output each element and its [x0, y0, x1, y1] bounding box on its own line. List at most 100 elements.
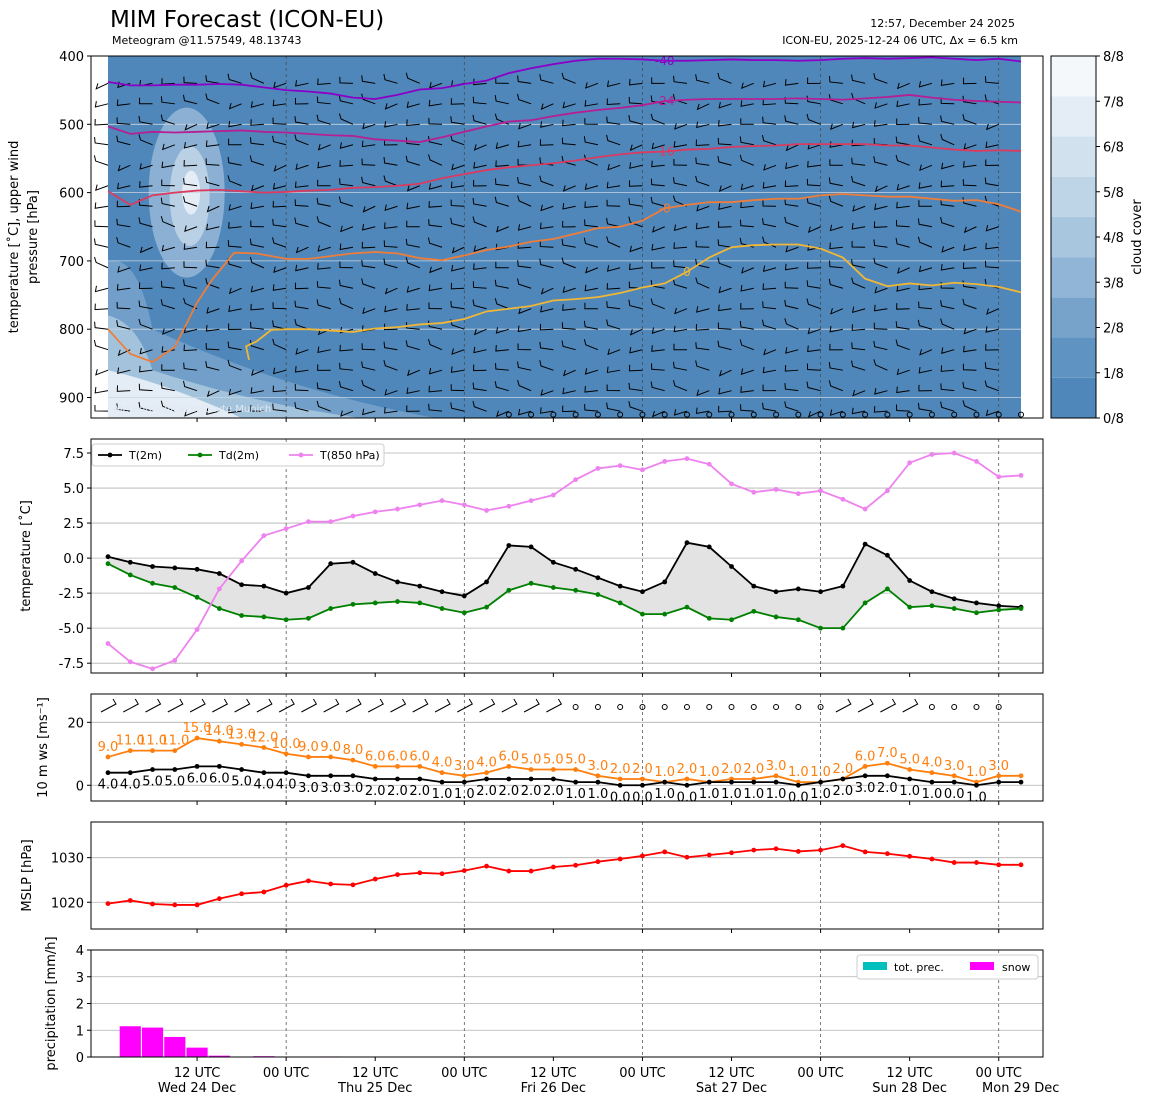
mean-data-label: 1.0: [966, 790, 987, 805]
wind-barb: [295, 80, 309, 87]
wind-barb: [206, 390, 220, 398]
wind-barb: [205, 176, 220, 187]
gust-data-label: 2.0: [610, 762, 631, 777]
wind-barb: [851, 121, 866, 129]
calm-wind-marker: [995, 704, 1002, 710]
legend-label: snow: [1002, 961, 1030, 974]
wind-barb: [852, 205, 866, 212]
gust-data-label: 2.0: [721, 762, 742, 777]
calm-wind-marker: [839, 411, 846, 418]
wind-barb: [785, 162, 799, 170]
gust-data-label: 6.0: [409, 749, 430, 764]
wind-barb: [874, 102, 888, 109]
data-point: [862, 849, 868, 855]
colorbar-tick-label: 1/8: [1103, 367, 1124, 382]
colorbar-swatch: [1051, 136, 1096, 177]
wind-barb: [717, 257, 732, 269]
wind-barb: [184, 123, 198, 131]
x-tick-label: 00 UTC: [619, 1066, 665, 1081]
wind-barb: [117, 164, 131, 172]
wind-barb: [918, 81, 933, 88]
mean-data-label: 1.0: [810, 787, 831, 802]
data-point: [662, 849, 668, 855]
wind-barb: [628, 401, 643, 412]
data-point: [283, 526, 289, 532]
wind-barb: [985, 123, 999, 131]
wind-barb: [717, 322, 732, 330]
wind-barb: [540, 287, 554, 295]
wind-barb: [740, 82, 754, 90]
cross-section-frame: [90, 55, 1044, 419]
wind-barb: [94, 321, 109, 330]
wind-barb: [829, 242, 843, 250]
wind-barb: [918, 200, 932, 207]
wind-barb: [672, 177, 688, 187]
wind-barb: [962, 95, 977, 105]
wind-barb: [139, 365, 153, 373]
wind-barb: [116, 385, 131, 392]
gust-data-label: 5.0: [521, 753, 542, 768]
wind-barb: [384, 305, 398, 313]
wind-barb: [406, 387, 420, 395]
wind-barb: [428, 201, 443, 208]
wind-barb: [896, 82, 910, 90]
wind-barb: [829, 159, 843, 166]
wind-barb: [206, 408, 220, 415]
mean-data-label: 3.0: [343, 781, 364, 796]
wind-barb: [851, 259, 866, 269]
wind-barb: [873, 304, 888, 312]
wind-barb: [205, 140, 220, 147]
x-tick-label: 00 UTC: [797, 1066, 843, 1081]
data-point: [595, 592, 601, 597]
data-point: [862, 506, 868, 512]
wind-barb: [851, 175, 866, 187]
series-line: [107, 541, 1022, 609]
data-point: [461, 593, 467, 599]
wind-barb: [160, 400, 175, 412]
wind-barb: [361, 259, 376, 269]
y-tick-label: 0.0: [63, 552, 84, 567]
wind-barb: [518, 122, 532, 130]
wind-barb: [562, 185, 576, 192]
wind-barb: [339, 362, 354, 371]
wind-barb: [272, 385, 287, 393]
wind-barb: [562, 101, 576, 109]
wind-barb: [740, 368, 754, 375]
wind-barb: [294, 116, 309, 125]
wind-barb: [228, 305, 242, 313]
wind-barb: [917, 319, 933, 330]
wind-barb: [695, 407, 710, 415]
wind-barb: [739, 339, 754, 351]
wind-barb: [94, 202, 109, 209]
data-point: [194, 902, 200, 908]
wind-barb: [250, 220, 264, 228]
wind-barb: [717, 137, 732, 146]
data-point: [1018, 862, 1024, 868]
wind-barb: [940, 383, 955, 392]
wind-barb: [339, 76, 353, 84]
wind-barb: [540, 389, 554, 396]
wind-barb: [316, 299, 331, 310]
wind-barb: [473, 179, 487, 187]
wind-barb: [673, 75, 688, 84]
mean-data-label: 0.0: [677, 790, 698, 805]
calm-wind-marker: [572, 704, 579, 710]
wind-barb: [584, 118, 598, 125]
wind-barb: [896, 386, 910, 394]
wind-barb: [316, 382, 331, 392]
data-point: [884, 552, 890, 558]
colorbar-swatch: [1051, 176, 1096, 217]
data-point: [640, 467, 645, 473]
data-point: [1018, 606, 1024, 611]
wind-barb: [227, 359, 242, 371]
data-point: [461, 868, 467, 873]
wind-barb: [762, 265, 777, 273]
wind-barb: [116, 284, 131, 291]
wind-barb: [873, 156, 888, 166]
wind-barb: [167, 698, 184, 713]
wind-barb: [362, 307, 376, 314]
wind-barb: [540, 305, 554, 313]
data-point: [283, 882, 289, 888]
mean-data-label: 1.0: [766, 787, 787, 802]
wind-barb: [941, 162, 955, 170]
